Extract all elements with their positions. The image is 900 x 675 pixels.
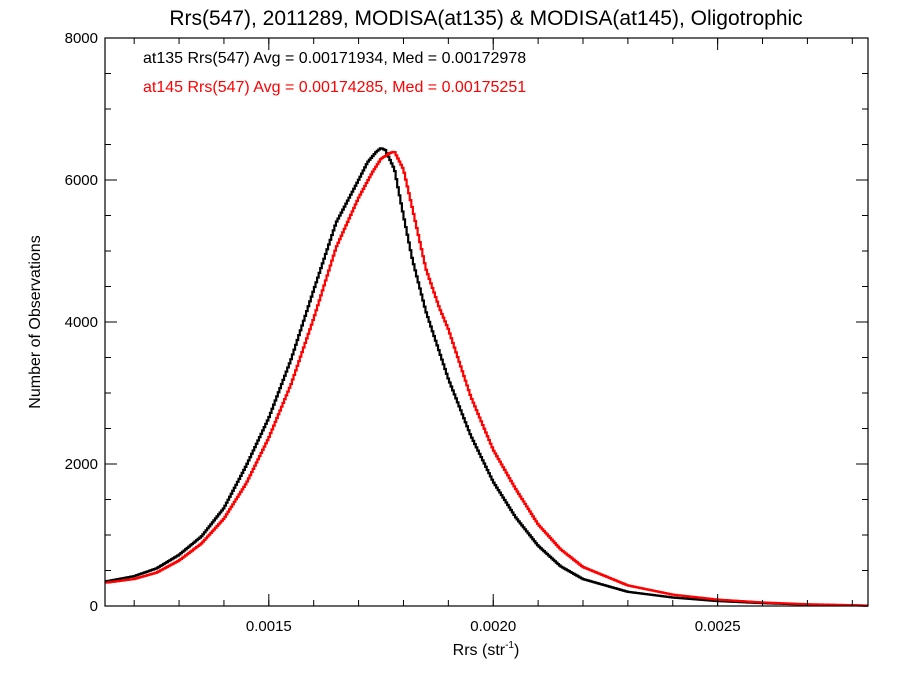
series-line-at135 (105, 147, 868, 607)
legend: at135 Rrs(547) Avg = 0.00171934, Med = 0… (143, 50, 526, 96)
x-axis-label-close: ) (514, 642, 519, 659)
y-axis: 0 2000 4000 6000 8000 (65, 30, 868, 615)
x-axis-label-main: Rrs (str (453, 642, 506, 659)
series-group (105, 147, 868, 607)
plot-frame (104, 37, 869, 607)
chart-title: Rrs(547), 2011289, MODISA(at135) & MODIS… (169, 7, 802, 30)
y-tick-label: 6000 (65, 172, 98, 189)
series-line-at145 (105, 150, 868, 607)
x-axis-label: Rrs (str-1) (453, 640, 520, 659)
y-tick-label: 2000 (65, 456, 98, 473)
y-axis-label: Number of Observations (27, 235, 44, 408)
legend-entry-at145: at145 Rrs(547) Avg = 0.00174285, Med = 0… (143, 79, 526, 96)
legend-entry-at135: at135 Rrs(547) Avg = 0.00171934, Med = 0… (143, 50, 526, 67)
x-axis: 0.0015 0.0020 0.0025 (133, 38, 853, 635)
x-axis-label-superscript: -1 (505, 640, 514, 651)
y-tick-label: 8000 (65, 30, 98, 47)
x-tick-label: 0.0025 (695, 618, 741, 635)
x-tick-label: 0.0020 (470, 618, 516, 635)
y-tick-label: 0 (90, 598, 98, 615)
y-tick-label: 4000 (65, 314, 98, 331)
x-tick-label: 0.0015 (246, 618, 292, 635)
